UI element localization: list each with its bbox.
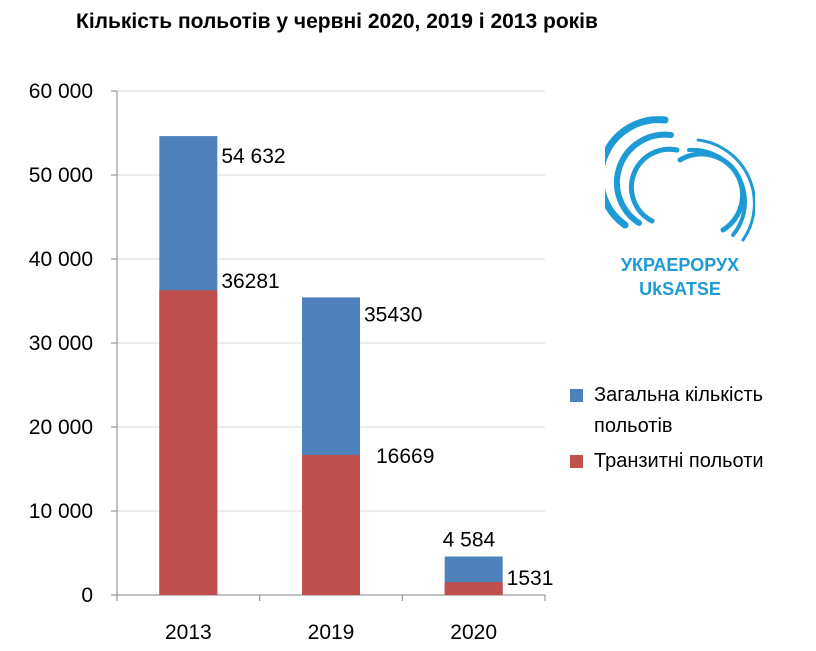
y-tick-label: 50 000 <box>29 164 93 187</box>
y-tick-label: 40 000 <box>29 248 93 271</box>
data-label-total: 54 632 <box>221 145 285 168</box>
data-label-total: 35430 <box>364 303 422 326</box>
data-label-total: 4 584 <box>443 528 496 551</box>
chart-legend: Загальна кількість польотів Транзитні по… <box>570 380 810 481</box>
x-tick-label: 2013 <box>165 621 212 644</box>
chart-title: Кількість польотів у червні 2020, 2019 і… <box>76 10 598 33</box>
legend-swatch-transit <box>570 455 583 468</box>
y-tick-label: 0 <box>81 584 93 607</box>
logo-text-ukr: УКРАЕРОРУХ <box>620 255 740 275</box>
legend-swatch-total <box>570 389 583 402</box>
y-tick-label: 60 000 <box>29 80 93 103</box>
legend-label-transit: Транзитні польоти <box>594 450 764 472</box>
data-label-transit: 36281 <box>221 270 279 293</box>
logo-text-eng: UkSATSE <box>639 279 721 299</box>
bar-transit <box>302 454 360 595</box>
uksatse-logo: УКРАЕРОРУХ UkSATSE <box>596 105 756 305</box>
bar-transit <box>444 582 503 595</box>
uksatse-logo-icon <box>596 116 756 242</box>
legend-label-total: Загальна кількість польотів <box>594 384 764 437</box>
bar-transit <box>159 290 218 595</box>
x-tick-label: 2019 <box>308 621 355 644</box>
data-label-transit: 1531 <box>507 567 554 590</box>
y-tick-label: 10 000 <box>29 500 93 523</box>
x-tick-label: 2020 <box>450 621 497 644</box>
legend-item-transit: Транзитні польоти <box>570 446 810 477</box>
data-label-transit: 16669 <box>376 445 434 468</box>
legend-item-total: Загальна кількість польотів <box>570 380 810 442</box>
y-tick-label: 30 000 <box>29 332 93 355</box>
y-tick-label: 20 000 <box>29 416 93 439</box>
